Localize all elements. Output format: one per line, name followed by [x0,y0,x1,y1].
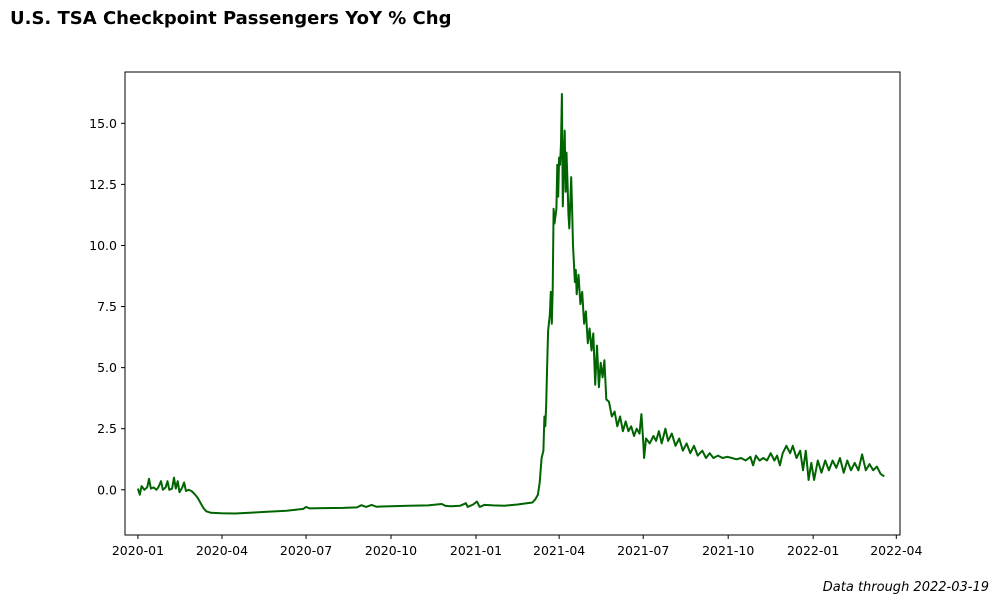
y-tick-label: 0.0 [97,482,117,497]
y-tick-label: 5.0 [97,360,117,375]
x-tick-label: 2020-10 [365,543,417,558]
y-tick-label: 12.5 [89,177,117,192]
x-tick-label: 2021-04 [533,543,585,558]
y-tick-label: 7.5 [97,299,117,314]
x-tick-label: 2021-01 [450,543,502,558]
x-tick-label: 2022-01 [787,543,839,558]
plot-area [124,71,901,536]
series-line-0 [136,93,885,515]
y-tick-label: 10.0 [89,238,117,253]
x-tick-label: 2020-07 [280,543,332,558]
x-tick-label: 2021-07 [617,543,669,558]
x-tick-label: 2020-01 [112,543,164,558]
plot-frame [124,71,901,536]
y-tick-label: 2.5 [97,421,117,436]
x-tick-label: 2021-10 [702,543,754,558]
chart-title: U.S. TSA Checkpoint Passengers YoY % Chg [10,8,452,29]
x-tick-label: 2020-04 [196,543,248,558]
x-tick-label: 2022-04 [870,543,922,558]
y-axis: 0.0 2.5 5.0 7.5 10.0 12.5 15.0 [89,116,125,497]
y-tick-label: 15.0 [89,116,117,131]
x-axis: 2020-01 2020-04 2020-07 2020-10 2021-01 2021-… [112,535,922,558]
data-through-note: Data through 2022-03-19 [822,580,989,595]
